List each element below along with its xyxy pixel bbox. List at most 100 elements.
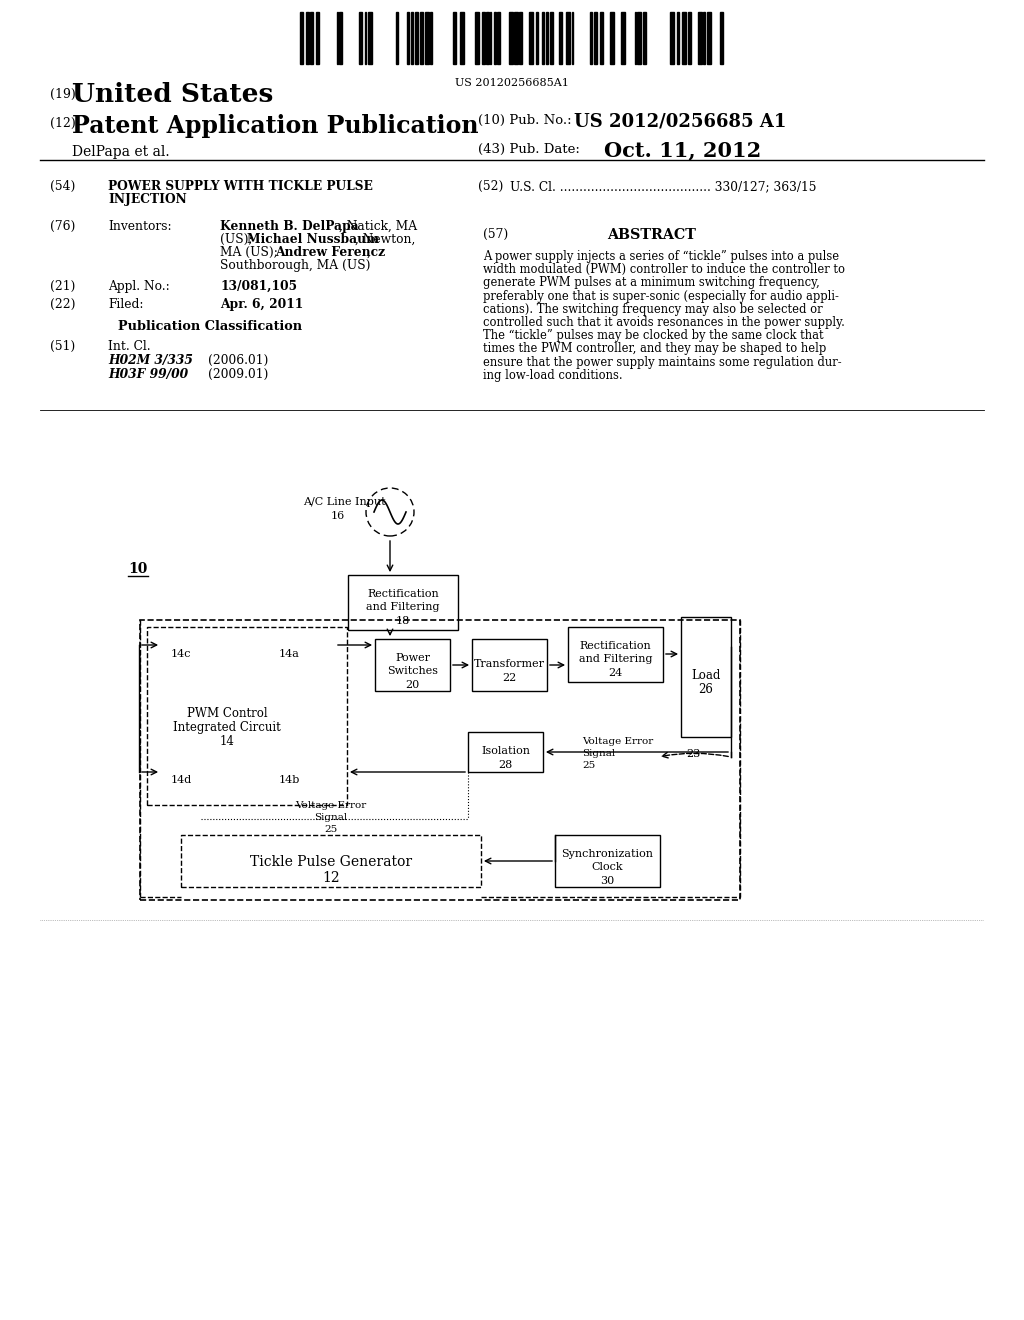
FancyBboxPatch shape	[568, 627, 663, 682]
Text: U.S. Cl. ....................................... 330/127; 363/15: U.S. Cl. ...............................…	[510, 180, 816, 193]
Text: Int. Cl.: Int. Cl.	[108, 341, 151, 352]
Bar	[306, 12, 309, 63]
Text: 23: 23	[686, 748, 700, 759]
Text: Andrew Ferencz: Andrew Ferencz	[275, 246, 385, 259]
Bar	[688, 12, 691, 63]
Text: DelPapa et al.: DelPapa et al.	[72, 145, 170, 158]
Text: Clock: Clock	[592, 862, 624, 873]
Bar	[425, 12, 429, 63]
Text: 14d: 14d	[171, 775, 193, 785]
Bar	[514, 12, 518, 63]
Text: The “tickle” pulses may be clocked by the same clock that: The “tickle” pulses may be clocked by th…	[483, 329, 823, 342]
Bar	[453, 12, 456, 63]
Text: MA (US);: MA (US);	[220, 246, 282, 259]
Text: POWER SUPPLY WITH TICKLE PULSE: POWER SUPPLY WITH TICKLE PULSE	[108, 180, 373, 193]
Text: 28: 28	[499, 760, 513, 770]
Text: (76): (76)	[50, 220, 76, 234]
Text: H02M 3/335: H02M 3/335	[108, 354, 193, 367]
Text: 14a: 14a	[279, 649, 300, 659]
Text: Apr. 6, 2011: Apr. 6, 2011	[220, 298, 303, 312]
Bar	[411, 12, 413, 63]
Bar	[720, 12, 723, 63]
Text: (43) Pub. Date:: (43) Pub. Date:	[478, 143, 580, 156]
Text: A/C Line Input: A/C Line Input	[303, 498, 386, 507]
Bar	[594, 12, 597, 63]
Text: Appl. No.:: Appl. No.:	[108, 280, 170, 293]
Bar	[621, 12, 625, 63]
Text: ing low-load conditions.: ing low-load conditions.	[483, 368, 623, 381]
Text: (54): (54)	[50, 180, 76, 193]
FancyBboxPatch shape	[472, 639, 547, 690]
Bar	[682, 12, 686, 63]
Bar	[559, 12, 562, 63]
Text: and Filtering: and Filtering	[579, 653, 652, 664]
Bar	[698, 12, 702, 63]
Text: cations). The switching frequency may also be selected or: cations). The switching frequency may al…	[483, 302, 822, 315]
Text: controlled such that it avoids resonances in the power supply.: controlled such that it avoids resonance…	[483, 315, 845, 329]
FancyBboxPatch shape	[681, 616, 731, 737]
FancyBboxPatch shape	[555, 836, 660, 887]
Bar	[415, 12, 418, 63]
Text: Patent Application Publication: Patent Application Publication	[72, 114, 478, 139]
Text: 20: 20	[406, 680, 420, 690]
Text: (US);: (US);	[220, 234, 256, 246]
Text: preferably one that is super-sonic (especially for audio appli-: preferably one that is super-sonic (espe…	[483, 289, 839, 302]
Text: 30: 30	[600, 876, 614, 886]
Bar	[509, 12, 513, 63]
Text: Signal: Signal	[582, 748, 615, 758]
Text: INJECTION: INJECTION	[108, 193, 186, 206]
Text: 26: 26	[698, 682, 714, 696]
Bar	[637, 12, 641, 63]
Text: US 20120256685A1: US 20120256685A1	[455, 78, 569, 88]
Bar	[610, 12, 614, 63]
Text: United States: United States	[72, 82, 273, 107]
Text: Inventors:: Inventors:	[108, 220, 172, 234]
Text: times the PWM controller, and they may be shaped to help: times the PWM controller, and they may b…	[483, 342, 826, 355]
Bar	[546, 12, 548, 63]
Text: 14b: 14b	[279, 775, 300, 785]
Text: width modulated (PWM) controller to induce the controller to: width modulated (PWM) controller to indu…	[483, 263, 845, 276]
Text: generate PWM pulses at a minimum switching frequency,: generate PWM pulses at a minimum switchi…	[483, 276, 820, 289]
FancyBboxPatch shape	[147, 627, 347, 805]
Text: Publication Classification: Publication Classification	[118, 319, 302, 333]
Bar	[430, 12, 432, 63]
Text: , Newton,: , Newton,	[355, 234, 416, 246]
Text: 18: 18	[396, 616, 411, 626]
Bar	[486, 12, 489, 63]
Bar	[600, 12, 603, 63]
Text: (57): (57)	[483, 228, 508, 242]
Text: ,: ,	[367, 246, 371, 259]
Bar	[542, 12, 544, 63]
Text: Tickle Pulse Generator: Tickle Pulse Generator	[250, 855, 412, 869]
Bar	[519, 12, 522, 63]
Text: 14c: 14c	[171, 649, 191, 659]
Bar	[420, 12, 423, 63]
Bar	[566, 12, 570, 63]
Text: Oct. 11, 2012: Oct. 11, 2012	[604, 140, 761, 160]
Text: ABSTRACT: ABSTRACT	[607, 228, 696, 242]
Text: and Filtering: and Filtering	[367, 602, 439, 612]
Text: Signal: Signal	[314, 813, 347, 822]
Text: 24: 24	[608, 668, 623, 678]
Text: (52): (52)	[478, 180, 504, 193]
Bar	[475, 12, 479, 63]
FancyBboxPatch shape	[181, 836, 481, 887]
Text: Power: Power	[395, 653, 430, 663]
Text: Voltage Error: Voltage Error	[582, 737, 653, 746]
Text: Rectification: Rectification	[580, 642, 651, 651]
Text: Southborough, MA (US): Southborough, MA (US)	[220, 259, 371, 272]
Text: ensure that the power supply maintains some regulation dur-: ensure that the power supply maintains s…	[483, 355, 842, 368]
Text: A power supply injects a series of “tickle” pulses into a pulse: A power supply injects a series of “tick…	[483, 249, 839, 263]
Text: (12): (12)	[50, 117, 76, 129]
Bar	[643, 12, 646, 63]
Text: 22: 22	[503, 673, 517, 682]
Text: Michael Nussbaum: Michael Nussbaum	[247, 234, 379, 246]
Bar	[494, 12, 496, 63]
Bar	[368, 12, 372, 63]
Text: Synchronization: Synchronization	[561, 849, 653, 859]
Text: Kenneth B. DelPapa: Kenneth B. DelPapa	[220, 220, 358, 234]
Text: 25: 25	[325, 825, 338, 834]
Text: (10) Pub. No.:: (10) Pub. No.:	[478, 114, 571, 127]
Text: 10: 10	[128, 562, 147, 576]
FancyBboxPatch shape	[348, 576, 458, 630]
